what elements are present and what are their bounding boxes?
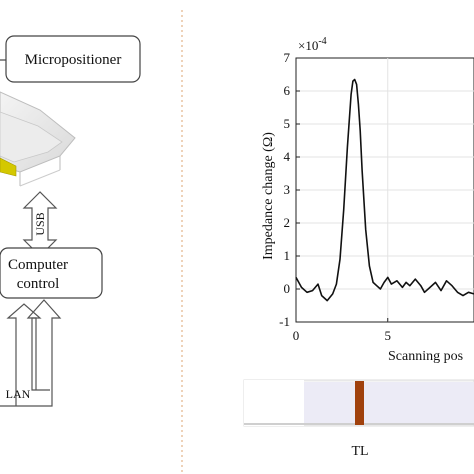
micropositioner-label: Micropositioner <box>25 52 122 68</box>
grid-lines <box>295 57 474 323</box>
y-tick-label: 0 <box>284 281 291 296</box>
computer-control-label-line1: Computer <box>8 257 68 273</box>
test-strip: TL <box>243 379 474 459</box>
computer-control-label-line2: control <box>17 276 60 292</box>
x-axis-title: Scanning pos <box>388 349 463 364</box>
y-tick-labels: 7 6 5 4 3 2 1 0 -1 <box>279 50 290 329</box>
series-layer <box>295 78 474 302</box>
micropositioner-box: Micropositioner <box>5 35 141 83</box>
lan-arrow: LAN <box>0 299 62 407</box>
usb-double-arrow: USB <box>22 191 58 257</box>
test-line-label: TL <box>351 444 368 459</box>
y-exponent-label: ×10-4 <box>298 36 327 53</box>
y-tick-label: -1 <box>279 314 290 329</box>
x-tick-label: 0 <box>293 328 300 343</box>
computer-control-box: Computer control <box>0 247 103 299</box>
y-tick-label: 5 <box>284 116 291 131</box>
sensor-stage-device <box>0 91 76 187</box>
x-tick-label: 5 <box>385 328 392 343</box>
y-tick-label: 6 <box>284 83 291 98</box>
y-tick-label: 1 <box>284 248 291 263</box>
y-axis-title: Impedance change (Ω) <box>261 132 276 260</box>
y-tick-label: 4 <box>284 149 291 164</box>
usb-label: USB <box>33 212 47 235</box>
test-line-band <box>355 381 364 425</box>
y-tick-label: 2 <box>284 215 291 230</box>
impedance-series-line <box>295 78 474 302</box>
y-tick-label: 3 <box>284 182 291 197</box>
y-tick-label: 7 <box>284 50 291 65</box>
lan-label: LAN <box>6 387 31 401</box>
setup-diagram: Micropositioner USB Computer control <box>0 35 141 407</box>
